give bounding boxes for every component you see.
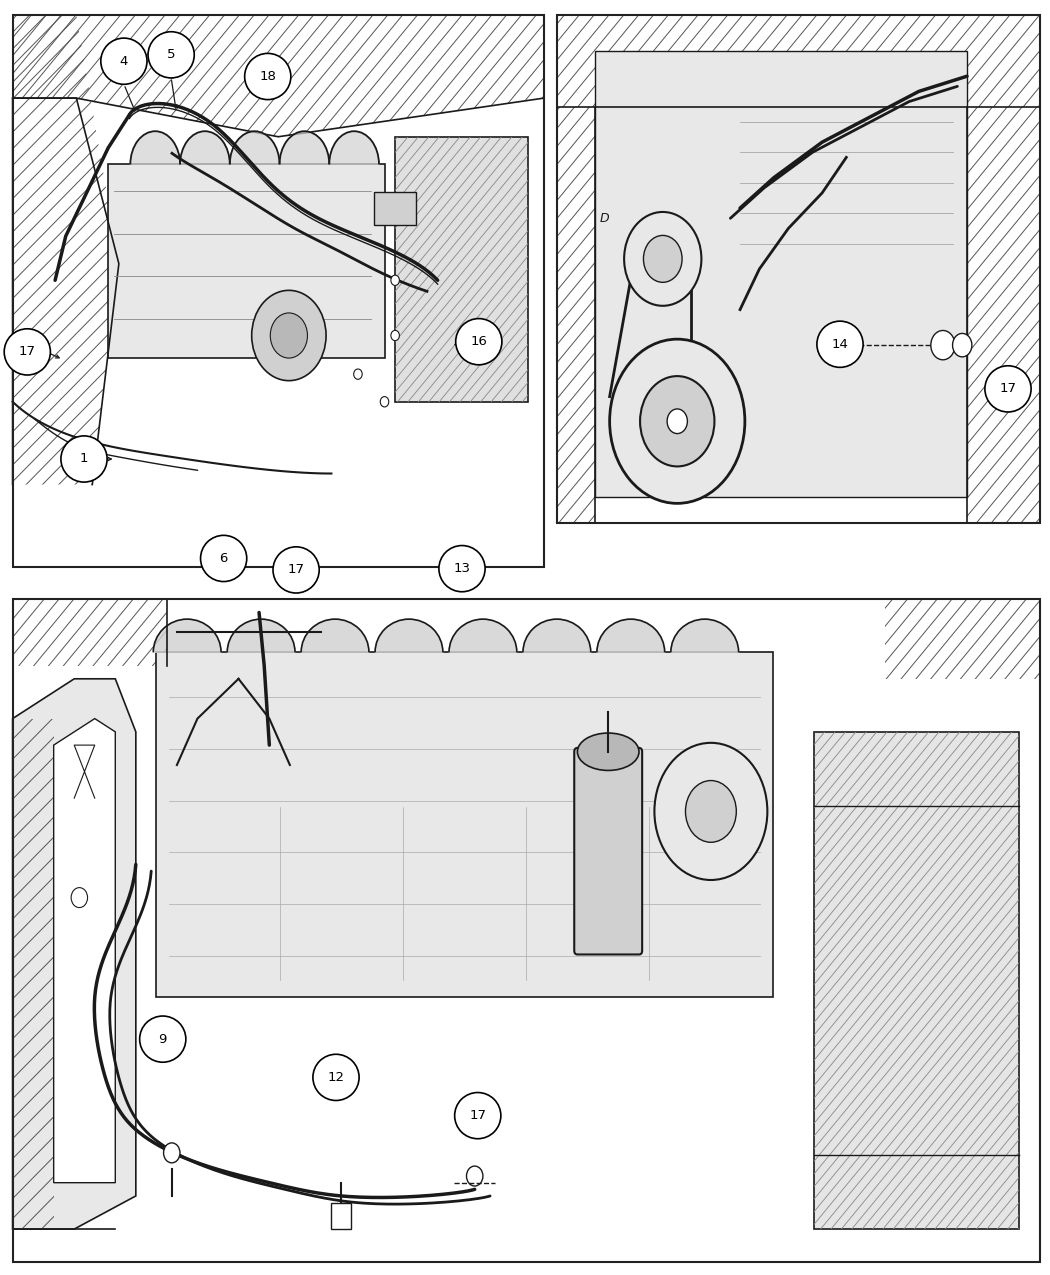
- Circle shape: [654, 743, 768, 880]
- Ellipse shape: [456, 319, 502, 365]
- Ellipse shape: [439, 546, 485, 592]
- Bar: [331, 1202, 352, 1229]
- Bar: [13, 599, 1040, 1262]
- Text: 14: 14: [832, 338, 848, 351]
- Bar: [156, 653, 773, 997]
- Circle shape: [380, 397, 388, 407]
- Text: 17: 17: [469, 1109, 486, 1122]
- Ellipse shape: [273, 547, 319, 593]
- Bar: [395, 136, 528, 402]
- FancyBboxPatch shape: [574, 748, 643, 955]
- Text: 5: 5: [167, 48, 175, 61]
- Bar: [13, 15, 544, 567]
- Ellipse shape: [140, 1016, 186, 1062]
- Ellipse shape: [245, 54, 291, 99]
- Circle shape: [610, 339, 744, 504]
- Bar: [374, 193, 417, 226]
- Bar: [595, 51, 967, 497]
- Circle shape: [640, 376, 714, 467]
- Text: 16: 16: [470, 335, 487, 348]
- Polygon shape: [596, 620, 665, 653]
- Polygon shape: [54, 719, 116, 1183]
- Circle shape: [466, 1167, 483, 1186]
- Polygon shape: [230, 131, 279, 164]
- Polygon shape: [301, 620, 369, 653]
- Circle shape: [391, 330, 399, 340]
- Polygon shape: [153, 620, 222, 653]
- Circle shape: [252, 291, 327, 381]
- Circle shape: [164, 1142, 180, 1163]
- Circle shape: [391, 275, 399, 286]
- Circle shape: [71, 887, 87, 908]
- Text: 17: 17: [288, 564, 304, 576]
- Ellipse shape: [455, 1093, 501, 1139]
- Ellipse shape: [4, 329, 50, 375]
- Text: 18: 18: [259, 70, 276, 83]
- Polygon shape: [130, 131, 180, 164]
- Polygon shape: [227, 620, 295, 653]
- Polygon shape: [671, 620, 738, 653]
- Polygon shape: [330, 131, 379, 164]
- Text: 17: 17: [1000, 382, 1016, 395]
- Bar: [556, 15, 1040, 523]
- Bar: [814, 732, 1018, 1229]
- Ellipse shape: [985, 366, 1031, 412]
- Circle shape: [686, 780, 736, 843]
- Circle shape: [354, 368, 362, 379]
- Text: 12: 12: [328, 1071, 344, 1084]
- Bar: [13, 15, 544, 567]
- Bar: [13, 599, 1040, 1262]
- Text: 1: 1: [80, 453, 88, 465]
- Polygon shape: [375, 620, 443, 653]
- Text: 13: 13: [454, 562, 470, 575]
- Text: 17: 17: [19, 346, 36, 358]
- FancyBboxPatch shape: [108, 164, 384, 357]
- Ellipse shape: [201, 536, 247, 581]
- Polygon shape: [180, 131, 230, 164]
- Polygon shape: [279, 131, 330, 164]
- Circle shape: [930, 330, 956, 360]
- Polygon shape: [13, 678, 135, 1229]
- Ellipse shape: [313, 1054, 359, 1100]
- Text: 9: 9: [159, 1033, 167, 1045]
- Ellipse shape: [148, 32, 194, 78]
- Circle shape: [624, 212, 701, 306]
- Bar: [556, 15, 1040, 523]
- Polygon shape: [523, 620, 591, 653]
- Text: 6: 6: [219, 552, 228, 565]
- Circle shape: [667, 409, 688, 434]
- Circle shape: [270, 312, 308, 358]
- Ellipse shape: [101, 38, 147, 84]
- Circle shape: [644, 236, 682, 282]
- Ellipse shape: [578, 733, 639, 770]
- Ellipse shape: [61, 436, 107, 482]
- Text: 4: 4: [120, 55, 128, 68]
- Ellipse shape: [817, 321, 863, 367]
- Circle shape: [952, 334, 972, 357]
- Polygon shape: [449, 620, 517, 653]
- Text: D: D: [600, 212, 610, 224]
